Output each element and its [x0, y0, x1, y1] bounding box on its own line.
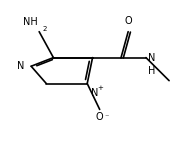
Text: N: N	[17, 61, 24, 71]
Text: N: N	[91, 88, 98, 98]
Text: O: O	[124, 16, 132, 26]
Text: NH: NH	[23, 17, 37, 27]
Text: O: O	[96, 112, 103, 122]
Text: N: N	[148, 53, 155, 63]
Text: ⁻: ⁻	[104, 112, 109, 121]
Text: H: H	[148, 66, 155, 75]
Text: 2: 2	[43, 26, 47, 32]
Text: +: +	[97, 85, 103, 91]
